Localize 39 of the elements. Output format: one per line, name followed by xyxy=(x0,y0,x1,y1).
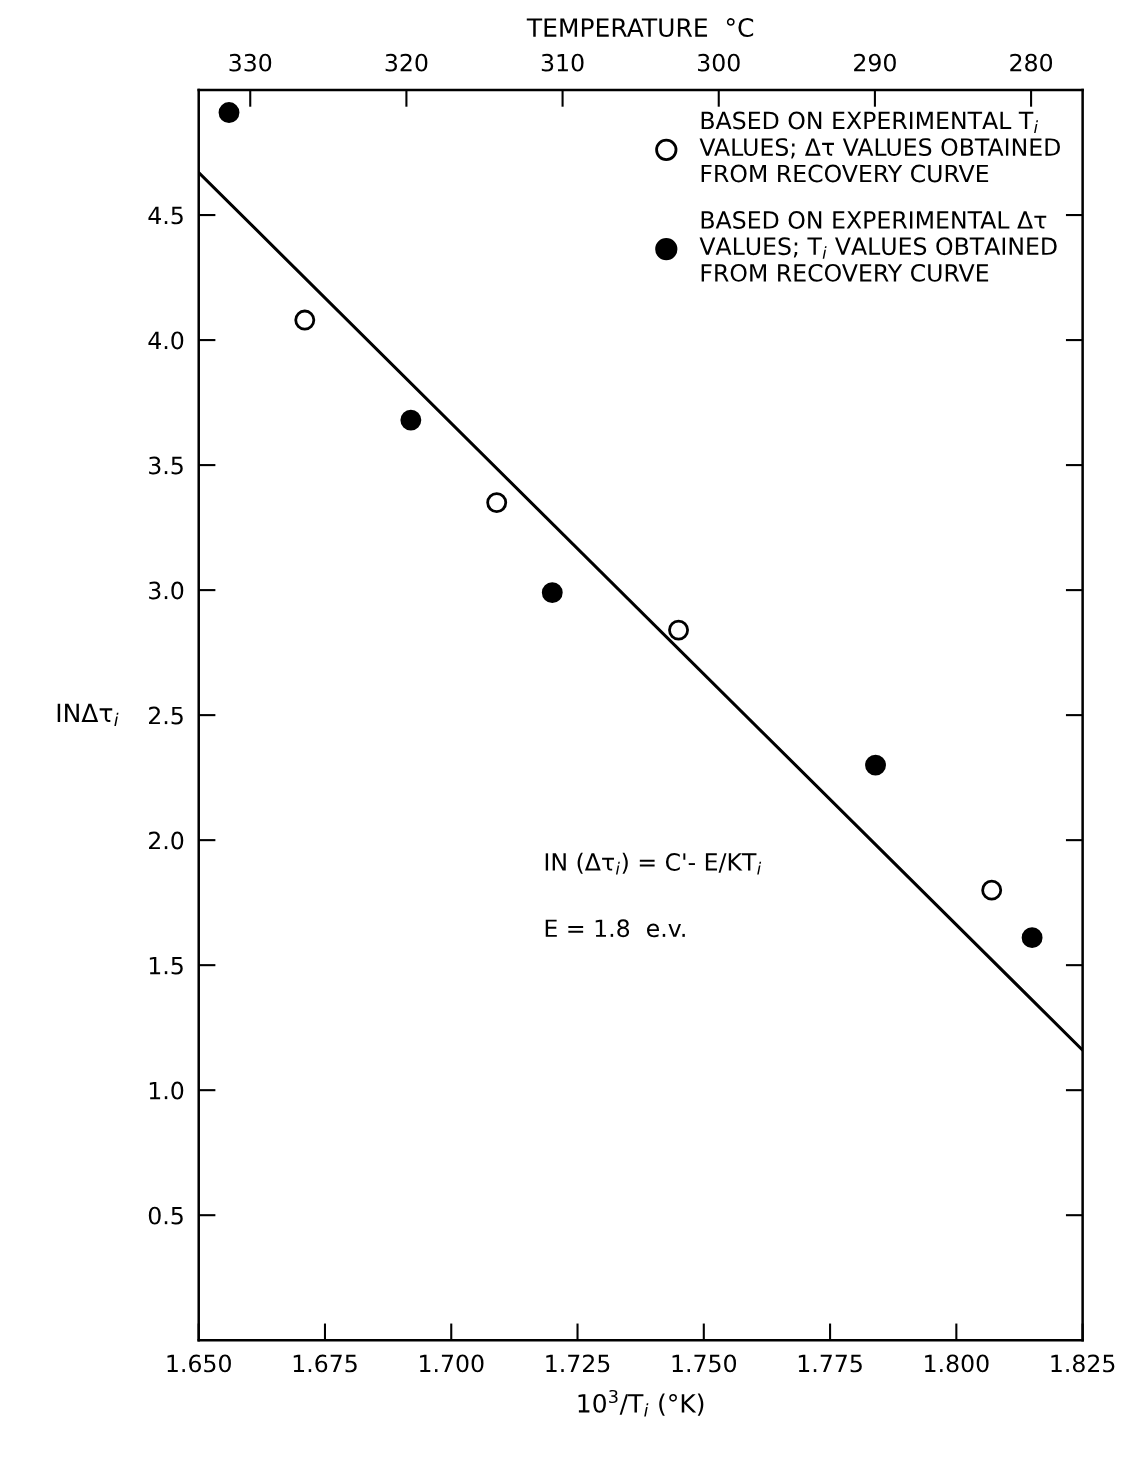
point xyxy=(1021,927,1043,949)
annotation: E = 1.8 e.v. xyxy=(545,919,685,938)
x2-axis-title: TEMPERATURE °C xyxy=(526,18,754,37)
y-tick-label: 1.5 xyxy=(149,956,183,975)
x-tick-label: 1.800 xyxy=(925,1354,989,1373)
y-tick-label: 1.0 xyxy=(149,1081,184,1100)
x-axis-title: 10$^{3}$/T$_{i}$ (°K) xyxy=(578,1389,704,1417)
point xyxy=(541,582,563,604)
y-tick-label: 4.5 xyxy=(148,206,183,225)
y-tick-label: 0.5 xyxy=(148,1206,183,1225)
point xyxy=(981,879,1003,901)
point xyxy=(486,492,508,514)
y-axis-title: INΔτ$_{i}$ xyxy=(57,703,119,727)
x-tick-label: 1.700 xyxy=(420,1354,484,1373)
x2-tick-label: 300 xyxy=(698,53,740,72)
point xyxy=(218,102,240,123)
y-tick-label: 2.0 xyxy=(149,831,184,850)
legend-label: BASED ON EXPERIMENTAL Δτ VALUES; T$_{i}$ VALUES OBTAINED FROM RECOVERY CURVE xyxy=(699,211,1057,282)
y-tick-label: 2.5 xyxy=(149,706,183,725)
x2-tick-label: 280 xyxy=(1010,53,1053,72)
x-tick-label: 1.725 xyxy=(546,1354,610,1373)
x-tick-label: 1.675 xyxy=(293,1354,357,1373)
x2-tick-label: 330 xyxy=(229,53,272,72)
legend-label: BASED ON EXPERIMENTAL T$_{i}$ VALUES; Δτ VALUES OBTAINED FROM RECOVERY CURVE xyxy=(699,111,1060,183)
annotation: IN (Δτ$_{i}$) = C'- E/KT$_{i}$ xyxy=(545,852,762,875)
x2-tick-label: 290 xyxy=(854,53,896,72)
y-tick-label: 3.0 xyxy=(149,581,184,600)
x2-tick-label: 310 xyxy=(541,53,584,72)
point xyxy=(865,754,886,776)
x2-tick-label: 320 xyxy=(385,53,428,72)
point xyxy=(294,309,316,331)
x-tick-label: 1.775 xyxy=(798,1354,862,1373)
x-tick-label: 1.750 xyxy=(672,1354,737,1373)
x-tick-label: 1.825 xyxy=(1051,1354,1115,1373)
y-tick-label: 3.5 xyxy=(149,456,183,475)
y-tick-label: 4.0 xyxy=(148,331,184,350)
x-tick-label: 1.650 xyxy=(167,1354,231,1373)
point xyxy=(400,409,422,431)
point xyxy=(668,619,689,641)
